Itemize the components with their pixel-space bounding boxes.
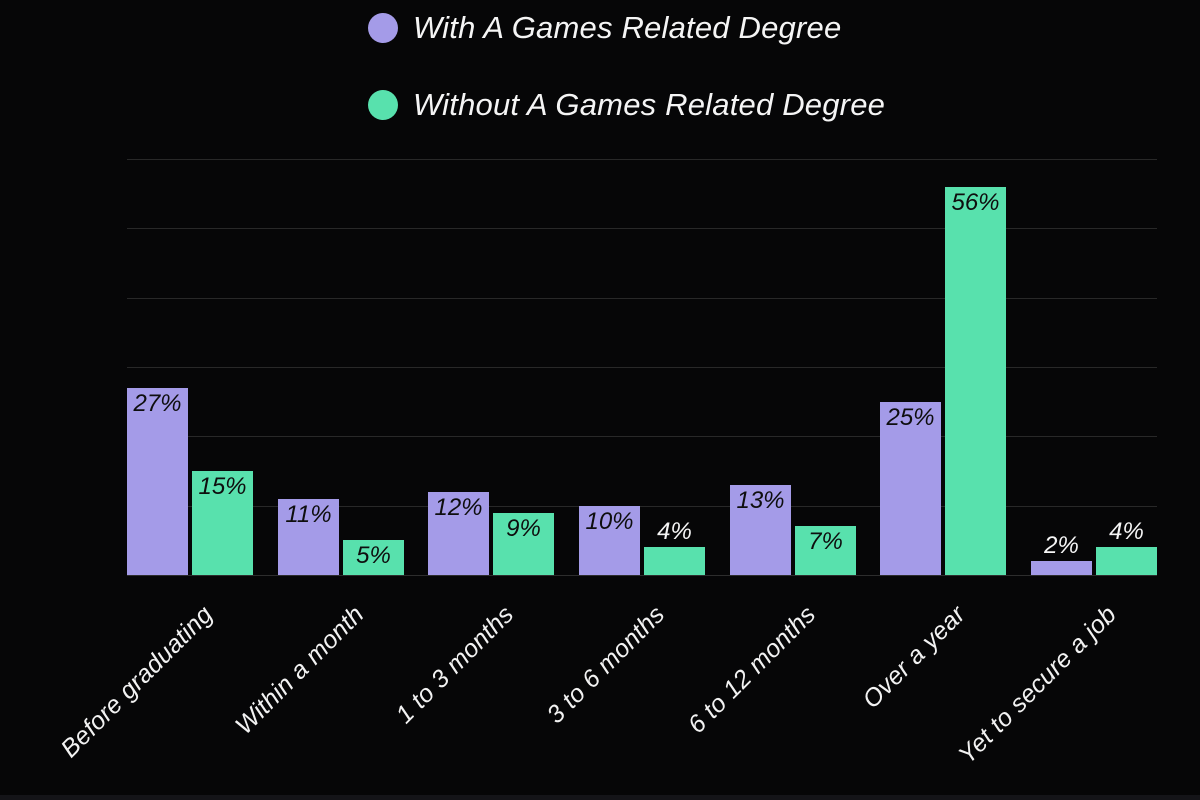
bar-without-degree: 15% [192,471,253,575]
bar-value-label: 2% [1044,532,1079,559]
x-axis-label: Over a year [857,600,972,715]
gridline [127,367,1157,368]
bar-value-label: 25% [886,404,935,431]
gridline [127,159,1157,160]
legend-label: Without A Games Related Degree [413,87,886,122]
x-axis-label: Before graduating [55,600,219,764]
bar-with-degree: 10% [579,506,640,575]
bar-value-label: 4% [657,518,692,545]
bar-without-degree: 9% [493,513,554,575]
bar-without-degree: 7% [795,526,856,575]
gridline [127,506,1157,507]
x-axis-label: Within a month [229,600,370,740]
bar-value-label: 7% [808,528,843,555]
legend-item: With A Games Related Degree [368,12,885,44]
legend-label: With A Games Related Degree [413,10,842,45]
gridline [127,436,1157,437]
gridline [127,228,1157,229]
legend: With A Games Related Degree Without A Ga… [368,12,885,121]
bar-value-label: 11% [285,501,332,528]
bar-value-label: 12% [434,494,483,521]
bar-without-degree: 56% [945,187,1006,575]
legend-swatch-circle-icon [368,13,398,43]
bar-value-label: 5% [356,542,391,569]
bottom-edge-strip [0,795,1200,800]
bar-without-degree [644,547,705,575]
gridline [127,298,1157,299]
bar-with-degree: 13% [730,485,791,575]
bar-without-degree: 5% [343,540,404,575]
bar-value-label: 27% [133,390,182,417]
bar-value-label: 56% [951,189,1000,216]
plot-area: 27% 15% 11% 5% 12% 9% 10% 4% 13% 7% 25% 56% 2% 4% [127,159,1157,576]
bar-value-label: 9% [506,515,541,542]
x-axis-label: 6 to 12 months [682,600,822,740]
bar-with-degree: 25% [880,402,941,575]
bar-without-degree [1096,547,1157,575]
bar-value-label: 15% [198,473,247,500]
legend-swatch-circle-icon [368,90,398,120]
bar-with-degree [1031,561,1092,575]
bar-value-label: 4% [1109,518,1144,545]
x-axis-label: 3 to 6 months [541,600,671,730]
bar-with-degree: 11% [278,499,339,575]
x-axis-label: Yet to secure a job [953,600,1123,770]
legend-item: Without A Games Related Degree [368,89,885,121]
x-axis-label: 1 to 3 months [390,600,520,730]
bar-value-label: 10% [585,508,634,535]
bar-with-degree: 12% [428,492,489,575]
bar-value-label: 13% [736,487,785,514]
bar-with-degree: 27% [127,388,188,575]
